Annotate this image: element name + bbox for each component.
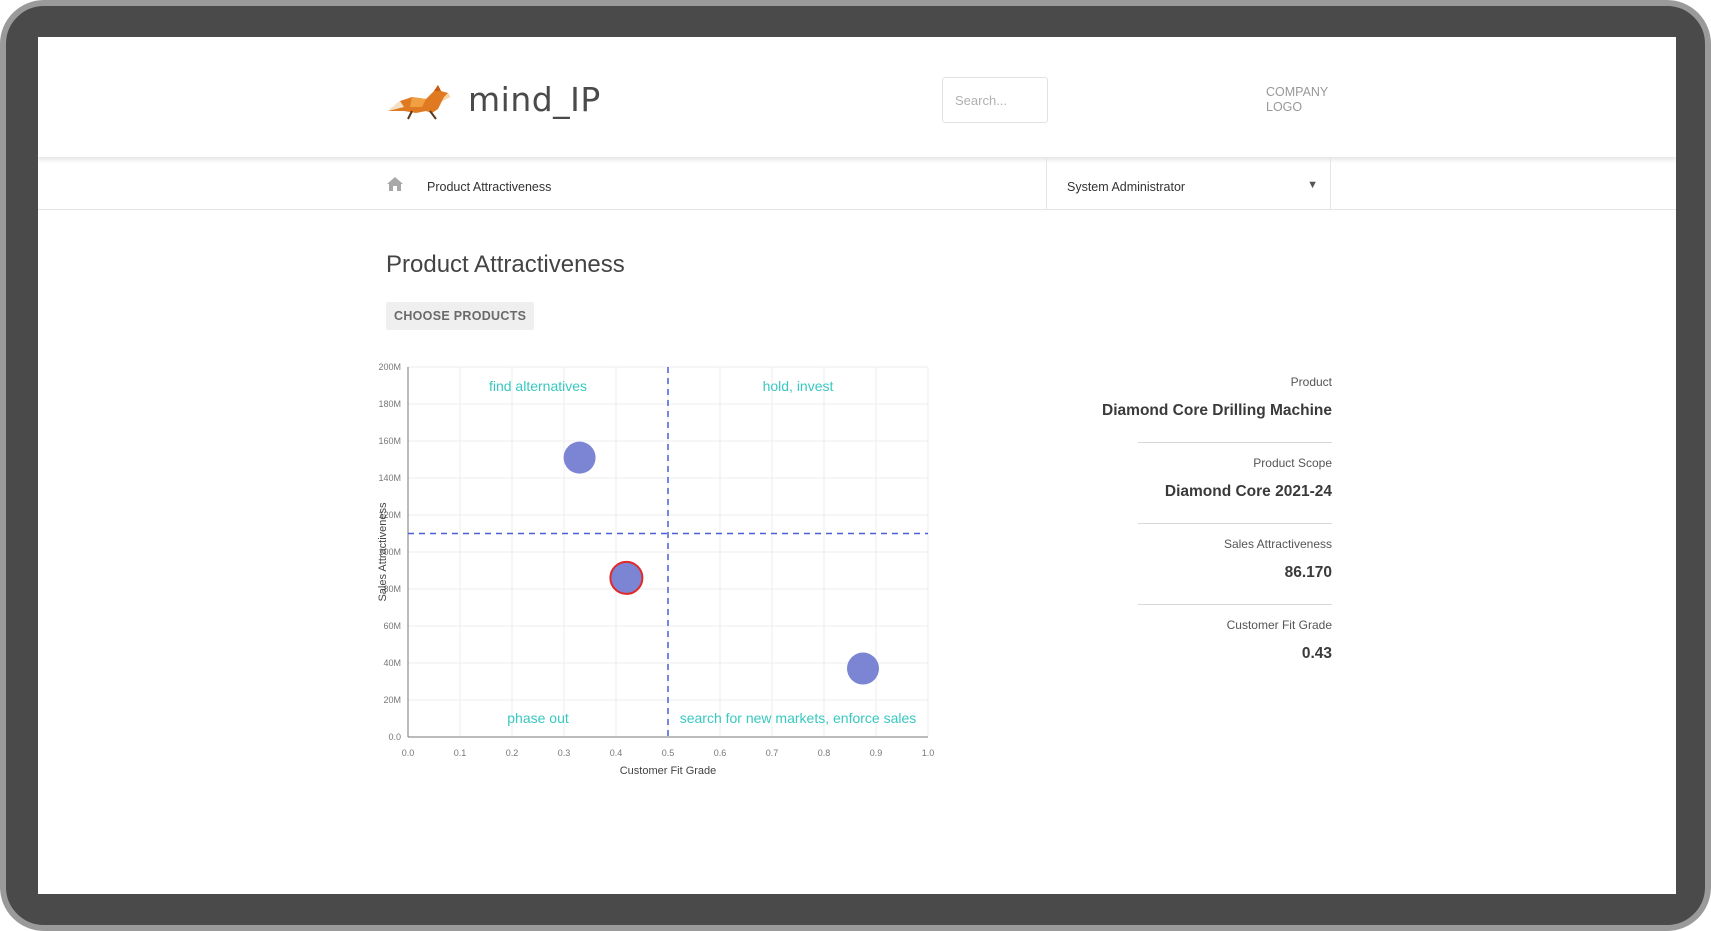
- quadrant-label-bottom-right: search for new markets, enforce sales: [680, 710, 917, 726]
- choose-products-button[interactable]: CHOOSE PRODUCTS: [386, 302, 535, 330]
- y-tick-label: 0.0: [388, 732, 401, 742]
- x-tick-label: 0.3: [558, 748, 571, 758]
- y-tick-label: 160M: [378, 436, 401, 446]
- app-name: mind_IP: [468, 79, 601, 119]
- x-tick-label: 0.8: [818, 748, 831, 758]
- caret-down-icon: ▼: [1307, 179, 1318, 191]
- x-tick-label: 0.1: [454, 748, 467, 758]
- detail-customer-fit-grade: Customer Fit Grade 0.43: [1138, 605, 1332, 686]
- x-tick-label: 0.2: [506, 748, 519, 758]
- y-tick-label: 60M: [383, 621, 401, 631]
- user-menu-dropdown[interactable]: System Administrator ▼: [1046, 157, 1331, 210]
- y-tick-label: 200M: [378, 362, 401, 372]
- y-tick-label: 20M: [383, 695, 401, 705]
- user-name: System Administrator: [1067, 180, 1186, 194]
- y-tick-label: 180M: [378, 399, 401, 409]
- y-tick-label: 140M: [378, 473, 401, 483]
- attractiveness-chart: 0.0 0.1 0.2 0.3 0.4 0.5 0.6 0.7 0.8 0.9 1.0 0.0 20M 4…: [378, 362, 935, 777]
- detail-label: Sales Attractiveness: [1223, 537, 1332, 551]
- x-tick-label: 0.5: [662, 748, 675, 758]
- y-tick-label: 120M: [378, 510, 401, 520]
- detail-sales-attractiveness: Sales Attractiveness 86.170: [1138, 524, 1332, 605]
- x-tick-label: 1.0: [922, 748, 935, 758]
- detail-value: 0.43: [1301, 645, 1332, 662]
- data-point[interactable]: [563, 441, 596, 474]
- y-axis-label: Sales Attractiveness: [378, 502, 389, 602]
- detail-label: Product: [1290, 375, 1332, 389]
- quadrant-label-top-left: find alternatives: [489, 378, 587, 394]
- detail-product: Product Diamond Core Drilling Machine: [1102, 362, 1332, 443]
- home-icon[interactable]: [386, 176, 404, 192]
- company-logo: COMPANY LOGO: [1266, 85, 1329, 114]
- detail-label: Product Scope: [1253, 456, 1332, 470]
- x-tick-label: 0.7: [766, 748, 779, 758]
- detail-value: Diamond Core Drilling Machine: [1102, 402, 1332, 419]
- x-axis-label: Customer Fit Grade: [620, 765, 717, 777]
- detail-value: Diamond Core 2021-24: [1164, 483, 1332, 500]
- header: mind_IP COMPANY LOGO: [38, 37, 1676, 157]
- x-tick-label: 0.0: [402, 748, 415, 758]
- data-point-selected[interactable]: [609, 560, 644, 595]
- app-screen: mind_IP COMPANY LOGO Product Attractiven…: [38, 37, 1676, 894]
- y-tick-label: 80M: [383, 584, 401, 594]
- breadcrumb-current: Product Attractiveness: [427, 180, 552, 194]
- detail-value: 86.170: [1284, 564, 1332, 581]
- fox-logo-icon: [388, 85, 450, 120]
- detail-label: Customer Fit Grade: [1226, 618, 1332, 632]
- y-tick-label: 40M: [383, 658, 401, 668]
- y-tick-label: 100M: [378, 547, 401, 557]
- search-input[interactable]: [942, 77, 1048, 123]
- page-title: Product Attractiveness: [386, 251, 625, 278]
- x-tick-label: 0.9: [870, 748, 883, 758]
- quadrant-label-bottom-left: phase out: [507, 710, 569, 726]
- x-tick-label: 0.6: [714, 748, 727, 758]
- quadrant-label-top-right: hold, invest: [763, 378, 834, 394]
- product-details: Product Diamond Core Drilling Machine Pr…: [1102, 362, 1332, 686]
- x-tick-label: 0.4: [610, 748, 623, 758]
- data-point[interactable]: [847, 652, 879, 685]
- detail-product-scope: Product Scope Diamond Core 2021-24: [1138, 443, 1332, 524]
- breadcrumb: Product Attractiveness System Administra…: [38, 157, 1676, 210]
- app-logo[interactable]: mind_IP: [386, 77, 601, 121]
